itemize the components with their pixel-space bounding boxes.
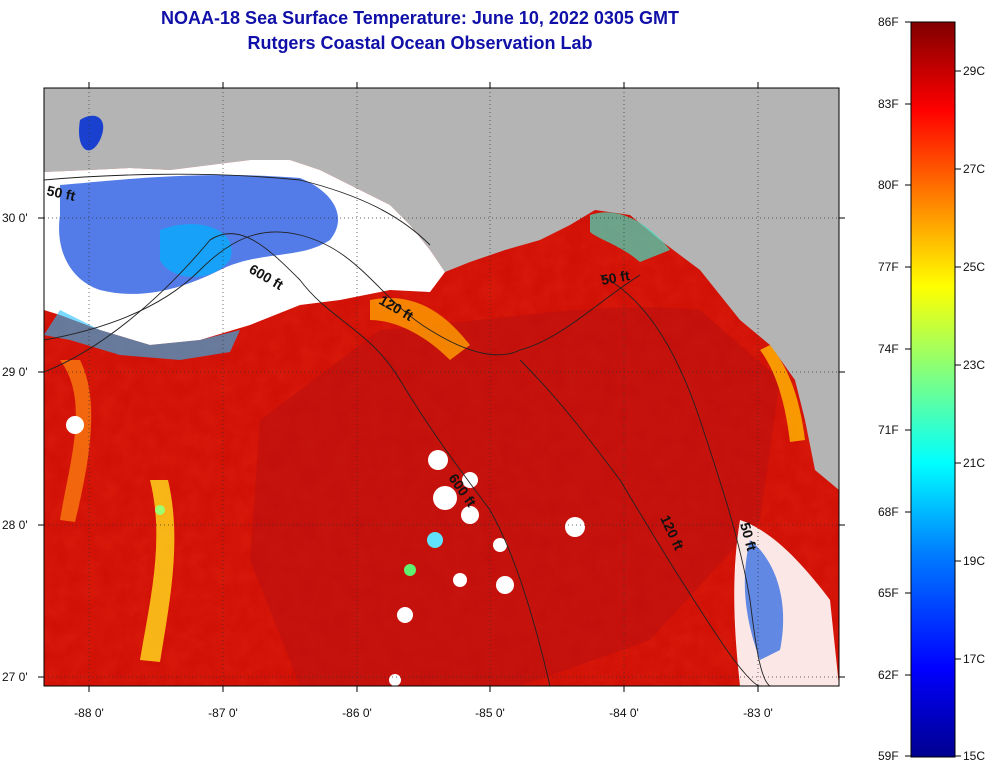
label-50ft-east: 50 ft (737, 521, 760, 553)
c-label: 15C (963, 749, 985, 763)
f-label: 77F (878, 260, 899, 274)
lon-label: -87 0' (208, 706, 238, 720)
f-label: 83F (878, 97, 899, 111)
f-label: 86F (878, 15, 899, 29)
contour-50ft-west (44, 173, 431, 246)
lat-label: 29 0' (2, 365, 28, 379)
c-label: 29C (963, 64, 985, 78)
longitude-labels: -88 0' -87 0' -86 0' -85 0' -84 0' -83 0… (74, 706, 773, 720)
contour-120ft (44, 231, 641, 356)
latitude-labels: 30 0' 29 0' 28 0' 27 0' (2, 211, 28, 684)
hot-core (250, 307, 780, 686)
warm-filament-coast (60, 360, 92, 522)
colorbar-celsius-labels: 29C 27C 25C 23C 21C 19C 17C 15C (963, 64, 985, 763)
scattered-clouds (66, 416, 585, 686)
cold-patch-bay (79, 115, 104, 151)
c-label: 23C (963, 358, 985, 372)
contour-600ft (44, 233, 551, 686)
warm-coast-east (760, 345, 805, 442)
contour-120ft-east (519, 359, 761, 686)
contour-50ft-east (599, 274, 771, 686)
lat-label: 28 0' (2, 518, 28, 532)
colorbar-ticks (905, 21, 961, 757)
axis-tick-marks (38, 82, 845, 692)
f-label: 71F (878, 423, 899, 437)
lon-label: -86 0' (342, 706, 372, 720)
lon-label: -85 0' (475, 706, 505, 720)
label-50ft-bigbend: 50 ft (600, 267, 631, 288)
graticule (44, 88, 839, 686)
warm-filament-west (140, 480, 175, 662)
lon-label: -88 0' (74, 706, 104, 720)
sst-image (44, 88, 839, 686)
c-label: 27C (963, 162, 985, 176)
c-label: 17C (963, 652, 985, 666)
c-label: 21C (963, 456, 985, 470)
bathymetry-contours (44, 173, 771, 686)
f-label: 59F (878, 749, 899, 763)
c-label: 19C (963, 554, 985, 568)
f-label: 65F (878, 586, 899, 600)
c-label: 25C (963, 260, 985, 274)
map-frame (43, 87, 840, 687)
f-label: 62F (878, 668, 899, 682)
colorbar-fahrenheit-labels: 86F 83F 80F 77F 74F 71F 68F 65F 62F 59F (878, 15, 899, 763)
lon-label: -83 0' (743, 706, 773, 720)
lat-label: 30 0' (2, 211, 28, 225)
lat-label: 27 0' (2, 670, 28, 684)
label-50ft-west: 50 ft (45, 182, 77, 204)
colorbar (910, 21, 956, 758)
warm-filament-shelf (370, 298, 470, 360)
land-mass (44, 88, 839, 490)
map-title: NOAA-18 Sea Surface Temperature: June 10… (161, 8, 679, 28)
cool-band (44, 310, 240, 360)
cool-patch-bigbend (590, 212, 670, 262)
map-subtitle: Rutgers Coastal Ocean Observation Lab (247, 33, 593, 53)
f-label: 68F (878, 505, 899, 519)
f-label: 74F (878, 342, 899, 356)
lon-label: -84 0' (609, 706, 639, 720)
f-label: 80F (878, 178, 899, 192)
